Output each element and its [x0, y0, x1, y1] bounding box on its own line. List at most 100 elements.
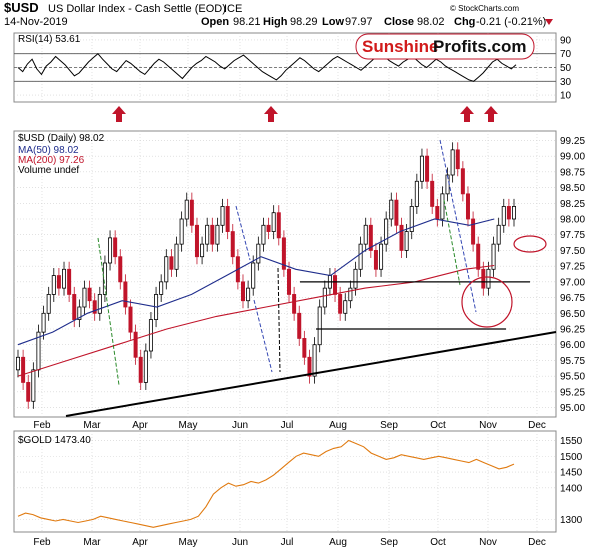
sunshine-profits-logo: Sunshine Profits.com [355, 33, 535, 60]
candle-body [194, 224, 199, 258]
month-label: Mar [83, 537, 101, 548]
month-label: Nov [479, 420, 497, 431]
candle-body [133, 331, 138, 358]
candle-body [450, 149, 455, 176]
rsi-line [17, 52, 517, 82]
green-trend-line [97, 237, 120, 386]
high-value: 98.29 [290, 16, 318, 28]
down-triangle-icon [545, 19, 553, 25]
price-panel: 95.00 95.25 95.50 95.75 96.00 96.25 96.50 96.75… [13, 130, 585, 418]
candle-body [82, 287, 87, 308]
price-ytick: 97.50 [560, 246, 585, 257]
price-ytick: 99.25 [560, 136, 585, 147]
up-arrow-icon [460, 106, 474, 122]
candle-body [41, 312, 46, 333]
candle-body [312, 344, 317, 377]
month-axis: Feb Feb Mar Mar Apr Apr May May Jun Jun Jul Jul Aug A… [33, 420, 546, 548]
up-arrow-icon [264, 106, 278, 122]
candle-body [164, 256, 169, 283]
candle-body [379, 243, 384, 270]
candle-body [148, 319, 153, 352]
candle-body [343, 300, 348, 314]
candle-body [230, 231, 235, 258]
candle-body [97, 294, 102, 314]
candle-body [506, 206, 511, 220]
close-label: Close [384, 16, 414, 28]
candle-body [419, 155, 424, 182]
candle-body [26, 382, 31, 402]
price-ytick: 98.00 [560, 215, 585, 226]
price-ytick: 98.25 [560, 199, 585, 210]
candle-body [394, 199, 399, 226]
candle-body [174, 243, 179, 270]
month-label: Feb [33, 420, 51, 431]
price-ytick: 97.00 [560, 277, 585, 288]
green-trend-line [443, 199, 461, 286]
logo-sunshine: Sunshine [362, 37, 439, 56]
month-label: Dec [528, 537, 546, 548]
candle-body [169, 256, 174, 270]
candle-body [77, 306, 82, 320]
rsi-ytick: 70 [560, 49, 572, 60]
candle-body [281, 237, 286, 270]
candle-body [307, 356, 312, 377]
candle-body [271, 212, 276, 232]
volume-legend: Volume undef [18, 165, 79, 176]
month-label: Jul [281, 420, 294, 431]
candle-body [87, 287, 92, 302]
month-label: Aug [329, 420, 347, 431]
month-label: Oct [430, 420, 446, 431]
candle-body [92, 300, 97, 314]
candle-body [297, 312, 302, 339]
price-frame [13, 130, 557, 418]
candle-body [118, 256, 123, 283]
rsi-ytick: 30 [560, 77, 572, 88]
candle-body [108, 237, 113, 264]
up-arrow-icon [112, 106, 126, 122]
gold-panel: 1300 1400 1450 1500 1550 [13, 430, 583, 533]
candle-body [256, 243, 261, 264]
month-label: Jun [232, 420, 248, 431]
candle-body [21, 356, 26, 383]
month-label: Sep [380, 537, 398, 548]
candle-body [317, 306, 322, 346]
gold-ytick: 1400 [560, 483, 583, 494]
candle-body [102, 262, 107, 295]
price-ytick: 95.50 [560, 372, 585, 383]
candle-body [200, 243, 205, 258]
month-label: Sep [380, 420, 398, 431]
candle-body [430, 180, 435, 207]
candle-body [455, 149, 460, 170]
candle-body [184, 199, 189, 220]
candle-body [399, 224, 404, 251]
logo-profits: Profits.com [433, 37, 527, 56]
candle-body [210, 224, 215, 245]
candle-body [465, 193, 470, 220]
candle-body [56, 275, 61, 289]
candle-body [276, 212, 281, 239]
candle-body [338, 294, 343, 314]
candle-body [373, 250, 378, 270]
candle-body [496, 224, 501, 245]
month-label: May [179, 537, 198, 548]
highlight-circle [461, 276, 513, 328]
gold-frame [13, 430, 557, 533]
chart-exchange: ICE [224, 3, 242, 15]
open-value: 98.21 [233, 16, 261, 28]
candle-body [363, 224, 368, 245]
month-label: Feb [33, 537, 51, 548]
ma200-line [17, 264, 495, 377]
price-ytick: 97.75 [560, 230, 585, 241]
rsi-ytick: 90 [560, 35, 572, 46]
candle-body [389, 199, 394, 220]
candle-body [251, 262, 256, 289]
vertical-marker-line [277, 267, 281, 373]
candle-body [179, 218, 184, 245]
low-label: Low [322, 16, 344, 28]
gold-ytick: 1300 [560, 515, 583, 526]
low-value: 97.97 [345, 16, 373, 28]
blue-trend-line [253, 299, 273, 373]
candle-body [220, 206, 225, 226]
candle-body [287, 268, 292, 295]
month-label: Jun [232, 537, 248, 548]
